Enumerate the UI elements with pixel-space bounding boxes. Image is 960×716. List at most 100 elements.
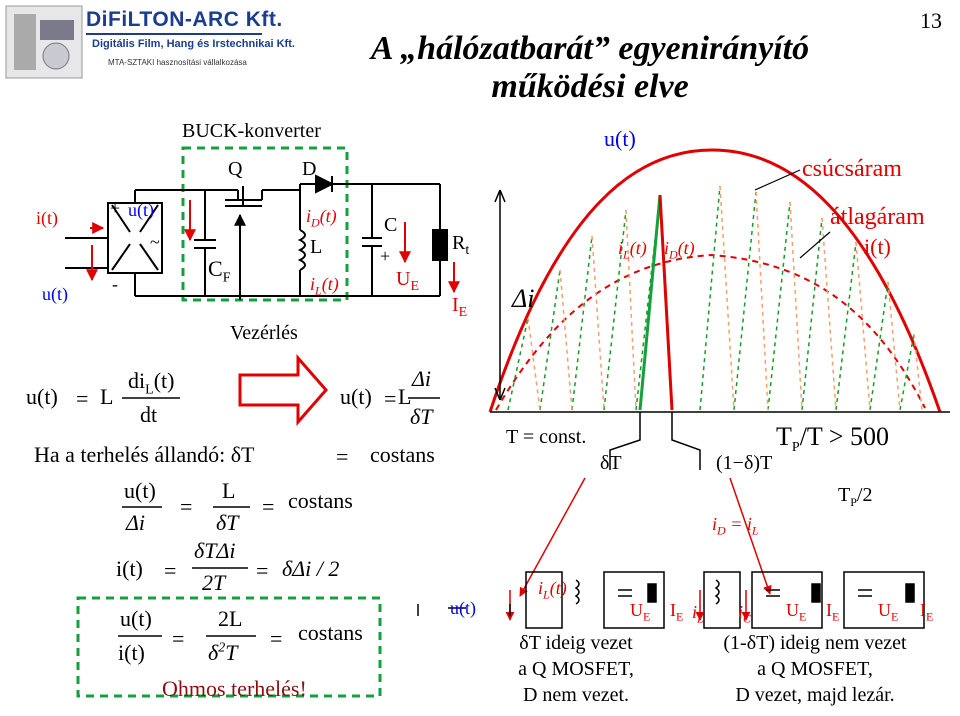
- wf-dT: δT: [600, 452, 622, 474]
- load-val: costans: [370, 442, 435, 467]
- bottom-ue-1: UE: [630, 600, 651, 624]
- wf-tp2: TP/2: [838, 484, 873, 509]
- eq3-val: costans: [288, 488, 353, 513]
- d-label: D: [302, 158, 317, 180]
- bottom-ut: u(t): [450, 598, 476, 618]
- wf-id-label: iD(t): [664, 238, 695, 262]
- bottom-ie-2: IE: [826, 600, 840, 624]
- eq3-Lnum: L: [222, 478, 236, 503]
- wf-delta-i: Δi: [512, 284, 535, 313]
- eq1-num: diL(t): [128, 368, 175, 398]
- ue-label: UE: [396, 268, 420, 294]
- ohmic-box: [76, 596, 382, 698]
- cf-label: CF: [208, 256, 231, 286]
- bottom-ue-2: UE: [786, 600, 807, 624]
- bottom-right-caption: (1-δT) ideig nem vezet a Q MOSFET, D vez…: [700, 630, 930, 708]
- wf-tconst: T = const.: [506, 426, 587, 448]
- bottom-right-line2: a Q MOSFET,: [757, 658, 873, 680]
- eq1-eq: =: [76, 386, 89, 411]
- eq2-L: L: [398, 384, 412, 409]
- plus-label: +: [110, 198, 121, 218]
- bottom-circuit-off: [703, 571, 925, 629]
- wf-il-label: iL(t): [618, 238, 647, 262]
- wf-avg-it-label: i(t): [864, 234, 891, 259]
- eq1-lhs: u(t): [26, 384, 58, 409]
- tilde-label: ~: [150, 232, 160, 252]
- wf-avg-label: átlagáram: [830, 204, 925, 230]
- page-title: A „hálózatbarát” egyenirányító működési …: [270, 30, 910, 106]
- eq1-L: L: [100, 384, 114, 409]
- circuit-current-arrows: [86, 200, 460, 294]
- logo-title: DiFiLTON-ARC Kft.: [86, 8, 283, 31]
- logo-subtitle: Digitális Film, Hang és Irstechnikai Kft…: [92, 38, 295, 50]
- ut-left-label: u(t): [42, 284, 68, 304]
- bottom-left-line3: D nem vezet.: [522, 684, 630, 706]
- bottom-ue-3: UE: [878, 600, 899, 624]
- eq3-eq2: =: [262, 494, 275, 519]
- eq4-den: 2T: [202, 570, 226, 595]
- ut-bridge-label: u(t): [128, 200, 154, 220]
- eq4-eq1: =: [164, 558, 177, 583]
- id-label: iD(t): [306, 206, 337, 230]
- load-text: Ha a terhelés állandó: δT: [34, 442, 255, 467]
- eq4-rhs: δΔi / 2: [282, 556, 340, 581]
- eq2-den: δT: [410, 404, 433, 429]
- it-label: i(t): [36, 208, 58, 228]
- wf-id-eq: iD = iL: [712, 514, 759, 538]
- bottom-left-caption: δT ideig vezet a Q MOSFET, D nem vezet.: [496, 630, 656, 708]
- wf-peak-label: csúcsáram: [802, 156, 902, 182]
- c-plus-label: +: [380, 246, 391, 266]
- wf-ut-label: u(t): [604, 126, 636, 151]
- eq3-num: u(t): [124, 478, 156, 503]
- eq5-den: i(t): [118, 640, 145, 665]
- page-number: 13: [920, 8, 942, 33]
- eq5-val: costans: [298, 620, 363, 645]
- logo-note: MTA-SZTAKI hasznosítási vállalkozása: [108, 58, 247, 67]
- control-label: Vezérlés: [230, 322, 298, 344]
- load-eq: =: [336, 444, 349, 469]
- eq3-den: Δi: [126, 510, 146, 535]
- eq4-lhs: i(t): [116, 556, 143, 581]
- bottom-left-line1: δT ideig vezet: [519, 632, 633, 654]
- eq4-eq2: =: [256, 558, 269, 583]
- eq5-num: u(t): [120, 606, 152, 631]
- company-logo: [5, 5, 262, 79]
- c-label: C: [384, 214, 398, 236]
- bottom-left-line2: a Q MOSFET,: [518, 658, 634, 680]
- bottom-il-2: iL: [692, 602, 704, 626]
- eq3-Lden: δT: [216, 510, 239, 535]
- eq5-Lnum: 2L: [218, 606, 243, 631]
- eq3-eq1: =: [180, 494, 193, 519]
- l-label: L: [310, 236, 323, 258]
- ohmic-label: Ohmos terhelés!: [162, 676, 307, 701]
- page-title-line2: működési elve: [491, 68, 689, 105]
- buck-label: BUCK-konverter: [182, 120, 321, 142]
- implication-arrow: [238, 354, 328, 426]
- fraction-bars: [118, 397, 440, 637]
- bottom-right-line1: (1-δT) ideig nem vezet: [723, 632, 907, 654]
- page-title-line1: A „hálózatbarát” egyenirányító: [370, 30, 810, 67]
- il-label: iL(t): [310, 274, 339, 298]
- eq1-den: dt: [140, 402, 158, 427]
- buck-circuit: [65, 146, 448, 302]
- bottom-il: iL(t): [538, 578, 567, 602]
- waveform: [488, 128, 950, 470]
- wf-tp-ratio: TP/T > 500: [776, 422, 889, 456]
- eq5-Lden: δ2T: [208, 640, 238, 665]
- eq2-eq: =: [384, 386, 397, 411]
- eq5-eq2: =: [270, 626, 283, 651]
- eq4-num: δTΔi: [194, 538, 236, 563]
- bottom-ie-3: IE: [920, 600, 934, 624]
- eq2-num: Δi: [412, 366, 432, 391]
- wf-one-minus: (1−δ)T: [716, 452, 773, 474]
- minus-label: -: [112, 274, 118, 294]
- ie-label: IE: [452, 294, 468, 320]
- pointer-arrows: [519, 477, 772, 597]
- eq2-lhs: u(t): [340, 384, 372, 409]
- bottom-right-line3: D vezet, majd lezár.: [735, 684, 895, 706]
- bottom-ie-1: IE: [670, 600, 684, 624]
- rt-label: Rt: [452, 232, 470, 258]
- q-label: Q: [228, 158, 243, 180]
- bottom-ic: iC: [738, 602, 752, 626]
